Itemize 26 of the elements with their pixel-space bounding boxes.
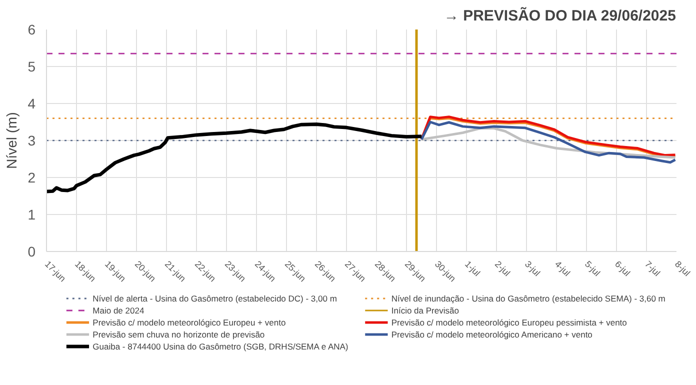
legend-label: Início da Previsão: [391, 306, 460, 316]
y-tick-label: 6: [28, 22, 36, 38]
y-axis-title: Nível (m): [4, 112, 20, 169]
x-tick-label: 8-jul: [672, 258, 692, 278]
line-series: [420, 120, 676, 164]
chart-title: → PREVISÃO DO DIA 29/06/2025: [444, 6, 676, 24]
legend-label: Previsão c/ modelo meteorológico Americano + vento: [391, 330, 593, 340]
x-tick-label: 1-jul: [462, 258, 482, 278]
y-tick-label: 3: [28, 132, 36, 148]
y-tick-label: 4: [28, 96, 36, 112]
legend-label: Previsão c/ modelo meteorológico Europeu pessimista + vento: [391, 318, 628, 328]
y-tick-label: 0: [28, 244, 36, 260]
x-tick-label: 6-jul: [612, 258, 632, 278]
y-tick-label: 2: [28, 170, 36, 186]
legend-label: Maio de 2024: [92, 306, 144, 316]
legend-label: Previsão sem chuva no horizonte de previsão: [92, 330, 265, 340]
y-tick-label: 5: [28, 58, 36, 74]
x-tick-label: 3-jul: [522, 258, 542, 278]
legend-label: Previsão c/ modelo meteorológico Europeu + vento: [92, 318, 286, 328]
x-tick-label: 2-jul: [492, 258, 512, 278]
line-series: [46, 122, 424, 194]
legend-label: Guaiba - 8744400 Usina do Gasômetro (SGB, DRHS/SEMA e ANA): [92, 342, 348, 352]
legend-label: Nível de inundação - Usina do Gasômetro (estabelecido SEMA) - 3,60 m: [391, 294, 666, 304]
x-tick-label: 4-jul: [552, 258, 572, 278]
y-tick-label: 1: [28, 206, 36, 222]
legend-label: Nível de alerta - Usina do Gasômetro (estabelecido DC) - 3,00 m: [92, 294, 337, 304]
